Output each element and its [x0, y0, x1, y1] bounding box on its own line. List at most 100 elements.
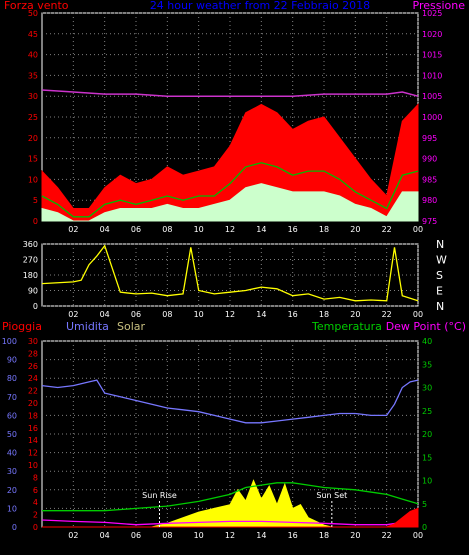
- rain-tick-label: 28: [28, 349, 38, 358]
- temperature-tick-label: 40: [422, 337, 432, 346]
- pressure-axis-title: Pressione: [413, 0, 466, 12]
- pressure-tick-label: 1015: [422, 51, 442, 60]
- x-tick-label: 20: [350, 225, 360, 234]
- pressure-tick-label: 1010: [422, 71, 442, 80]
- sunset-label: Sun Set: [316, 491, 347, 500]
- pressure-tick-label: 995: [422, 134, 437, 143]
- wind-tick-label: 20: [28, 134, 38, 143]
- wind-tick-label: 15: [28, 155, 38, 164]
- rain-humidity-temperature-panel: 02 04 06 08 10 12 14 16 18 20 22 000102030405060708…: [2, 337, 432, 540]
- wind-tick-label: 50: [28, 9, 38, 18]
- rain-tick-label: 22: [28, 387, 38, 396]
- humidity-tick-label: 40: [7, 449, 17, 458]
- x-tick-label: 20: [350, 531, 360, 540]
- rain-tick-label: 12: [28, 449, 38, 458]
- rain-tick-label: 18: [28, 411, 38, 420]
- direction-tick-label: 270: [23, 256, 38, 265]
- pressure-tick-label: 1005: [422, 92, 442, 101]
- x-tick-label: 14: [256, 310, 266, 319]
- rain-tick-label: 24: [28, 374, 38, 383]
- compass-label: N: [436, 238, 444, 251]
- pressure-tick-label: 985: [422, 175, 437, 184]
- solar-series: [151, 479, 332, 528]
- x-tick-label: 00: [413, 225, 423, 234]
- rain-tick-label: 14: [28, 436, 38, 445]
- rain-tick-label: 26: [28, 362, 38, 371]
- dewpoint-series: [41, 519, 419, 526]
- x-tick-label: 12: [225, 225, 235, 234]
- temperature-tick-label: 5: [422, 500, 427, 509]
- x-tick-label: 16: [288, 310, 298, 319]
- humidity-tick-label: 0: [12, 523, 17, 532]
- temperature-legend-label: Temperatura: [311, 320, 382, 333]
- x-tick-label: 00: [413, 310, 423, 319]
- wind-tick-label: 5: [33, 196, 38, 205]
- direction-tick-label: 0: [33, 302, 38, 311]
- wind-tick-label: 10: [28, 175, 38, 184]
- x-tick-label: 10: [194, 531, 204, 540]
- x-tick-label: 04: [100, 225, 110, 234]
- humidity-tick-label: 80: [7, 374, 17, 383]
- wind-speed-series: [41, 183, 419, 222]
- x-tick-label: 16: [288, 531, 298, 540]
- humidity-tick-label: 20: [7, 486, 17, 495]
- compass-label: S: [436, 269, 443, 282]
- rain-tick-label: 10: [28, 461, 38, 470]
- temperature-tick-label: 30: [422, 384, 432, 393]
- temperature-tick-label: 20: [422, 430, 432, 439]
- compass-label: E: [436, 285, 443, 298]
- humidity-tick-label: 30: [7, 467, 17, 476]
- pressure-series: [41, 89, 419, 97]
- x-tick-label: 06: [131, 310, 141, 319]
- x-tick-label: 08: [162, 225, 172, 234]
- rain-axis-title: Pioggia: [2, 320, 42, 333]
- humidity-series: [41, 379, 419, 424]
- wind-tick-label: 30: [28, 92, 38, 101]
- x-tick-label: 04: [100, 310, 110, 319]
- pressure-tick-label: 990: [422, 155, 437, 164]
- humidity-legend-label: Umidita: [66, 320, 109, 333]
- pressure-tick-label: 980: [422, 196, 437, 205]
- humidity-tick-label: 50: [7, 430, 17, 439]
- direction-tick-label: 180: [23, 271, 38, 280]
- rain-tick-label: 0: [33, 523, 38, 532]
- pressure-tick-label: 1020: [422, 30, 442, 39]
- wind-average-series: [41, 162, 419, 218]
- chart-header: 24 hour weather from 22 Febbraio 2018: [150, 0, 370, 12]
- x-tick-label: 08: [162, 310, 172, 319]
- x-tick-label: 22: [382, 531, 392, 540]
- humidity-tick-label: 100: [2, 337, 17, 346]
- wind-tick-label: 45: [28, 30, 38, 39]
- x-tick-label: 10: [194, 310, 204, 319]
- x-tick-label: 08: [162, 531, 172, 540]
- wind-tick-label: 25: [28, 113, 38, 122]
- rain-tick-label: 8: [33, 473, 38, 482]
- wind-direction-series: [41, 244, 419, 302]
- temperature-series: [42, 482, 419, 512]
- x-tick-label: 02: [68, 531, 78, 540]
- rain-tick-label: 6: [33, 486, 38, 495]
- x-tick-label: 16: [288, 225, 298, 234]
- temperature-tick-label: 10: [422, 477, 432, 486]
- direction-tick-label: 360: [23, 240, 38, 249]
- x-tick-label: 22: [382, 225, 392, 234]
- temperature-tick-label: 35: [422, 360, 432, 369]
- x-tick-label: 18: [319, 225, 329, 234]
- sunrise-label: Sun Rise: [142, 491, 177, 500]
- humidity-tick-label: 70: [7, 393, 17, 402]
- direction-tick-label: 90: [28, 287, 38, 296]
- solar-legend-label: Solar: [117, 320, 146, 333]
- x-tick-label: 18: [319, 310, 329, 319]
- x-tick-label: 18: [319, 531, 329, 540]
- x-tick-label: 12: [225, 310, 235, 319]
- x-tick-label: 04: [100, 531, 110, 540]
- x-tick-label: 00: [413, 531, 423, 540]
- x-tick-label: 14: [256, 225, 266, 234]
- humidity-tick-label: 60: [7, 411, 17, 420]
- wind-tick-label: 0: [33, 217, 38, 226]
- wind-pressure-panel: 02 04 06 08 10 12 14 16 18 20 22 000510152025303540…: [28, 9, 443, 234]
- rain-tick-label: 20: [28, 399, 38, 408]
- rain-tick-label: 2: [33, 511, 38, 520]
